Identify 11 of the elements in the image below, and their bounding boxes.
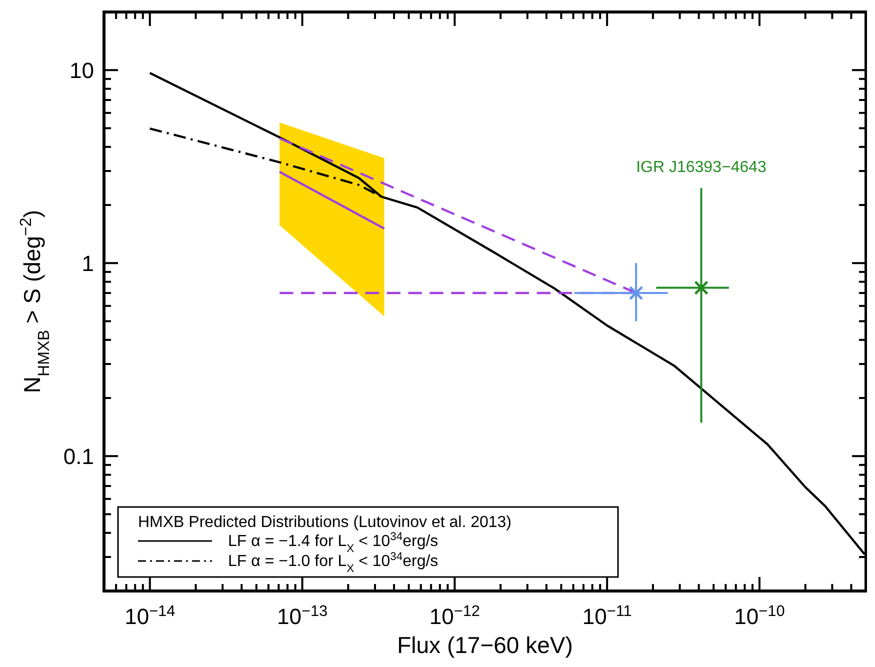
x-tick-label: 10$^{−10}$ (734, 602, 785, 629)
x-tick-label: 10$^{−11}$ (582, 602, 632, 629)
x-tick-label: 10$^{−14}$ (124, 602, 176, 629)
y-tick-label: 0.1 (63, 444, 94, 470)
y-tick-label: 10 (70, 58, 94, 84)
x-axis-title: Flux (17−60 keV) (397, 632, 573, 658)
y-tick-label: 1 (82, 251, 94, 276)
text: IGR J16393−4643 (636, 158, 767, 176)
x-tick-label: 10$^{−13}$ (276, 602, 328, 629)
x-tick-label: 10$^{−12}$ (429, 602, 480, 629)
legend-title: HMXB Predicted Distributions (Lutovinov et al. 2013) (138, 514, 512, 531)
